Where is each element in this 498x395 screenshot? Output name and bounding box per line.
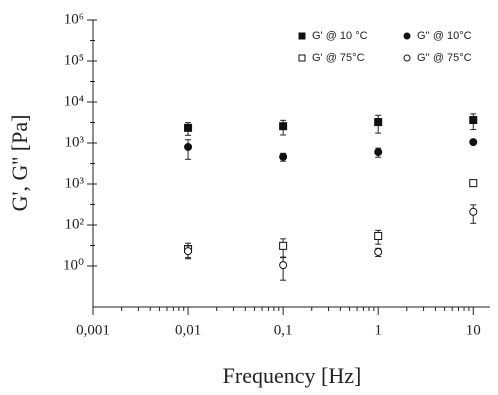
marker	[469, 116, 478, 125]
y-tick-label: 10⁰	[63, 257, 84, 273]
x-axis-title: Frequency [Hz]	[223, 363, 362, 388]
marker	[469, 207, 478, 216]
marker	[279, 122, 288, 131]
marker	[374, 148, 383, 157]
y-tick-label: 10²	[65, 216, 85, 232]
y-tick-label: 10³	[65, 175, 85, 191]
x-tick-label: 0,001	[76, 322, 110, 338]
marker	[279, 152, 288, 161]
marker	[469, 179, 478, 188]
legend-label: G' @ 75°C	[312, 52, 365, 64]
legend-label: G'' @ 10°C	[417, 30, 472, 42]
y-tick-label: 10⁵	[64, 52, 84, 68]
x-tick-label: 10	[466, 322, 481, 338]
legend-label: G'' @ 75°C	[417, 52, 472, 64]
legend-marker	[298, 54, 306, 62]
legend-marker	[298, 32, 306, 40]
y-tick-label: 10³	[65, 134, 85, 150]
marker	[374, 118, 383, 127]
y-axis-title: G', G'' [Pa]	[7, 115, 32, 212]
marker	[184, 142, 193, 151]
x-tick-label: 1	[374, 322, 382, 338]
x-tick-label: 0,1	[274, 322, 293, 338]
y-tick-label: 10⁴	[64, 93, 84, 109]
marker	[184, 247, 193, 256]
marker	[374, 247, 383, 256]
marker	[279, 261, 288, 270]
legend-marker	[403, 32, 411, 40]
y-tick-label: 10⁶	[64, 11, 84, 27]
marker	[184, 123, 193, 132]
marker	[279, 241, 288, 250]
legend-marker	[403, 54, 411, 62]
legend-label: G' @ 10 °C	[312, 30, 368, 42]
marker	[374, 231, 383, 240]
x-tick-label: 0,01	[175, 322, 201, 338]
marker	[469, 138, 478, 147]
